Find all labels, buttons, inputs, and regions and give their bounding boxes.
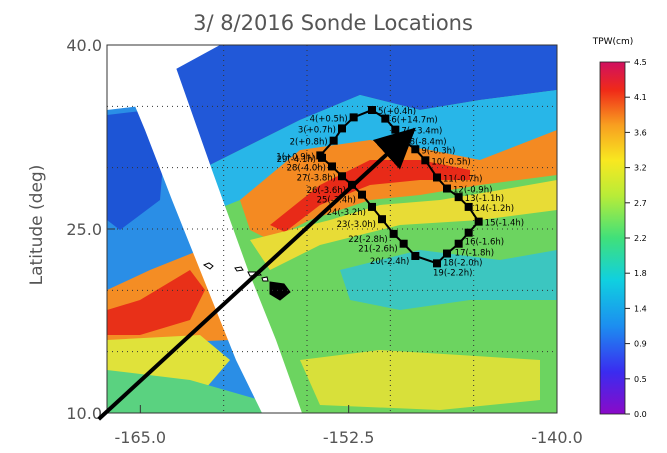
x-tick-label: -165.0: [115, 428, 167, 447]
sonde-marker: [318, 153, 326, 162]
sonde-marker: [411, 145, 420, 154]
colorbar-tick-label: 1.4: [634, 304, 647, 313]
colorbar-tick-label: 4.5: [634, 58, 647, 67]
sonde-label: 29(-4.1h): [277, 155, 316, 165]
sonde-marker: [338, 172, 346, 181]
sonde-label: 26(-3.6h): [307, 186, 346, 196]
sonde-label: 12(-0.9h): [453, 186, 492, 196]
sonde-marker: [368, 202, 376, 211]
sonde-marker: [474, 217, 483, 226]
sonde-label: 1(+0.9h): [276, 152, 314, 162]
sonde-marker: [454, 239, 463, 248]
sonde-label: 21(-2.6h): [358, 245, 397, 255]
sonde-label: 8(-8.4m): [410, 138, 447, 148]
sonde-label: 17(-1.8h): [455, 249, 494, 259]
sonde-label: 18(-2.0h): [443, 259, 482, 269]
colorbar-tick-label: 4.1: [634, 93, 647, 102]
sonde-marker: [411, 251, 420, 260]
sonde-marker: [329, 136, 338, 145]
sonde-marker: [464, 202, 473, 211]
y-tick-label: 25.0: [66, 220, 102, 239]
swath-right-yellow: [250, 180, 557, 270]
sonde-label: 22(-2.8h): [348, 235, 387, 245]
y-tick-label: 40.0: [66, 36, 102, 55]
colorbar-tick-label: 3.6: [634, 128, 647, 137]
sonde-label: 13(-1.1h): [465, 194, 504, 204]
swath-left-red: [107, 270, 205, 335]
sonde-label: 20(-2.4h): [370, 257, 409, 267]
axes-ticks: -165.0 -152.5 -140.0 10.0 25.0 40.0: [66, 36, 582, 447]
sonde-label: 27(-3.8h): [297, 173, 336, 183]
sonde-label: 14(-1.2h): [475, 204, 514, 214]
data-gap-upper: [107, 45, 220, 105]
colorbar-gradient: [599, 61, 626, 415]
sonde-label: 5(+0.4h): [378, 107, 416, 117]
sonde-label: 15(-1.4h): [485, 219, 524, 229]
sonde-marker: [338, 124, 346, 133]
sonde-label: 16(-1.6h): [465, 238, 504, 248]
colorbar-tick-label: 1.8: [634, 269, 647, 278]
swath-right-red: [270, 160, 470, 232]
sonde-marker: [433, 259, 441, 268]
swath-right-blue: [165, 45, 557, 170]
sonde-marker: [381, 114, 390, 123]
sonde-marker: [454, 193, 463, 202]
gridlines: [107, 45, 557, 413]
sonde-label: 19(-2.2h): [433, 268, 472, 278]
sonde-label: 3(+0.7h): [298, 125, 336, 135]
sonde-marker: [389, 229, 398, 238]
colorbar-tick-label: 0.0: [634, 410, 647, 419]
colorbar-tick-label: 3.2: [634, 164, 647, 173]
sonde-marker: [433, 173, 441, 182]
colorbar-tick-label: 0.9: [634, 340, 647, 349]
sonde-label: 9(-0.3h): [421, 146, 455, 156]
direction-arrow: [97, 127, 416, 421]
sonde-label: 11(-0.7h): [443, 174, 482, 184]
sonde-label: 23(-3.0h): [337, 220, 376, 230]
sonde-marker: [358, 190, 366, 199]
sonde-label: 24(-3.2h): [327, 208, 366, 218]
sonde-marker: [349, 113, 358, 122]
sonde-marker: [443, 184, 451, 193]
sonde-marker: [443, 249, 451, 258]
colorbar: TPW(cm) 0.0 0.5 0.9 1.4 1.8 2.2 2.7 3.2 3.6 4.1 4.…: [592, 37, 647, 419]
sonde-marker: [378, 215, 386, 224]
y-axis-label: Latitude (deg): [27, 165, 47, 286]
sonde-label: 10(-0.5h): [431, 157, 470, 167]
swath-right-cyan-lower: [340, 250, 557, 310]
colorbar-tick-label: 2.2: [634, 234, 647, 243]
sonde-label: 7(+3.4m): [401, 127, 442, 137]
x-tick-label: -152.5: [323, 428, 375, 447]
colorbar-tick-label: 2.7: [634, 199, 647, 208]
swath-right-yellow-lower: [300, 350, 540, 410]
sonde-label: 4(+0.5h): [310, 114, 348, 124]
sonde-label: 2(+0.8h): [290, 138, 328, 148]
data-gap: [107, 45, 302, 413]
sonde-label: 28(-4.0h): [287, 163, 326, 173]
x-tick-label: -140.0: [531, 428, 583, 447]
sonde-marker: [399, 239, 408, 248]
hawaiian-islands: [202, 262, 291, 301]
chart-title: 3/ 8/2016 Sonde Locations: [193, 11, 473, 35]
sonde-marker: [328, 162, 336, 171]
y-tick-label: 10.0: [66, 404, 102, 423]
sonde-marker: [391, 125, 400, 134]
colorbar-tick-label: 0.5: [634, 375, 647, 384]
sonde-marker: [368, 106, 376, 115]
sonde-marker: [464, 228, 473, 237]
swath-left-green: [107, 370, 265, 413]
flight-track: 1(+0.9h) 2(+0.8h) 3(+0.7h)4(+0.5h) 5(+0.4h)…: [97, 106, 524, 421]
colorbar-label: TPW(cm): [592, 37, 634, 47]
sonde-label: 6(+14.7m): [391, 116, 437, 126]
sonde-marker: [421, 156, 430, 165]
